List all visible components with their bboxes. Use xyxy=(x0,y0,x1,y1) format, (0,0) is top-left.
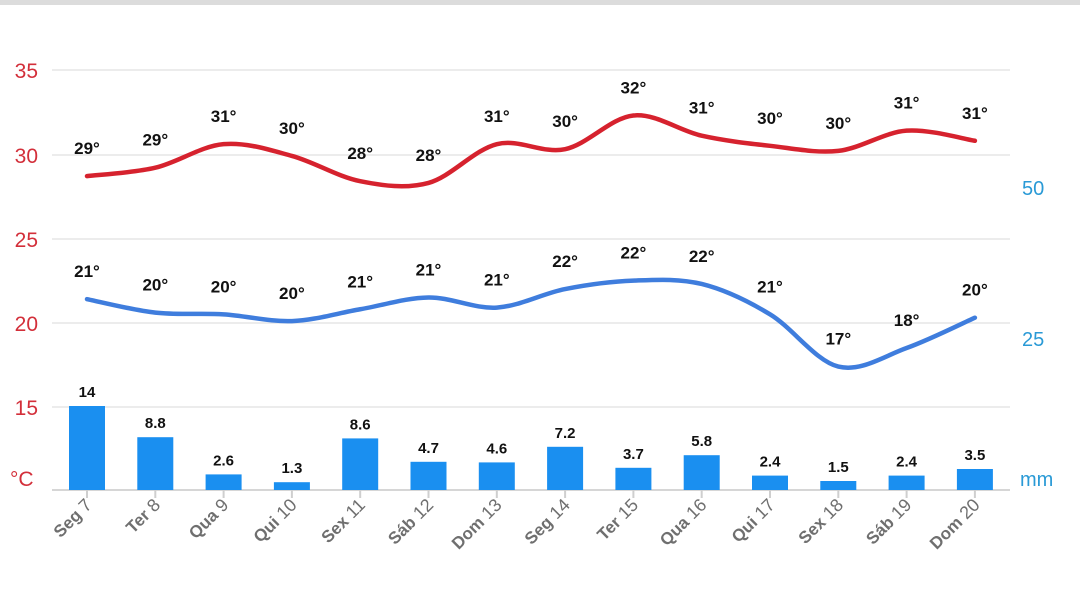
left-tick-label: 15 xyxy=(15,397,38,420)
min-temp-label: 21° xyxy=(757,277,783,296)
min-temp-label: 22° xyxy=(621,244,647,263)
precip-label: 4.6 xyxy=(486,440,507,457)
data-labels: 14 8.8 2.6 1.3 8.6 4.7 4.6 7.2 3.7 5.8 2.4 1.5 2.4 3.… xyxy=(74,78,988,477)
max-temp-label: 30° xyxy=(757,109,783,128)
max-temp-label: 31° xyxy=(962,104,988,123)
left-tick-label: 30 xyxy=(15,145,38,168)
precip-label: 2.4 xyxy=(760,454,782,471)
right-axis: 50 25 mm xyxy=(1020,178,1053,491)
precip-bar xyxy=(137,437,174,490)
x-category-label: Sáb 19 xyxy=(862,495,916,549)
min-temp-label: 21° xyxy=(416,260,442,279)
precip-label: 2.4 xyxy=(896,454,918,471)
precip-bar xyxy=(615,467,652,490)
right-axis-unit: mm xyxy=(1020,469,1053,491)
precip-label: 3.7 xyxy=(623,446,644,463)
precip-bar xyxy=(69,406,105,490)
min-temp-label: 17° xyxy=(825,330,851,349)
x-category-label: Ter 8 xyxy=(122,495,164,537)
left-axis: 35 30 25 20 15 °C xyxy=(10,60,38,491)
min-temp-label: 22° xyxy=(689,247,715,266)
precip-bar xyxy=(205,474,242,490)
x-category-label: Dom 20 xyxy=(925,495,983,553)
x-category-label: Qui 17 xyxy=(727,495,779,547)
precip-bar xyxy=(752,475,788,490)
x-category-label: Qua 9 xyxy=(184,495,232,543)
left-tick-label: 35 xyxy=(15,60,38,83)
precip-label: 3.5 xyxy=(964,447,985,464)
x-category-label: Qua 16 xyxy=(655,495,710,550)
precip-label: 8.6 xyxy=(350,416,371,433)
max-temp-label: 32° xyxy=(621,78,647,97)
max-temp-label: 30° xyxy=(279,119,305,138)
x-category-label: Dom 13 xyxy=(447,495,505,553)
precip-label: 7.2 xyxy=(555,425,576,442)
precip-bar xyxy=(273,482,310,490)
max-temp-label: 29° xyxy=(142,131,168,150)
precip-bar xyxy=(683,455,720,490)
left-tick-label: 20 xyxy=(15,313,38,336)
max-temp-label: 31° xyxy=(211,107,237,126)
min-temp-label: 21° xyxy=(347,272,373,291)
max-temp-label: 28° xyxy=(416,146,442,165)
precipitation-bars xyxy=(69,406,993,490)
precip-bar xyxy=(956,469,993,490)
left-tick-label: 25 xyxy=(15,229,38,252)
x-category-label: Sex 18 xyxy=(794,495,847,548)
precip-label: 5.8 xyxy=(691,433,712,450)
max-temp-label: 30° xyxy=(825,114,851,133)
right-tick-label: 25 xyxy=(1022,329,1044,351)
x-category-label: Ter 15 xyxy=(593,495,642,544)
min-temp-label: 21° xyxy=(484,271,510,290)
left-axis-unit: °C xyxy=(10,468,34,491)
min-temp-label: 20° xyxy=(211,277,237,296)
min-temp-label: 20° xyxy=(279,284,305,303)
precip-label: 1.3 xyxy=(281,460,302,477)
min-temp-label: 21° xyxy=(74,262,100,281)
grid-lines xyxy=(52,69,1010,491)
precip-bar xyxy=(547,446,584,490)
min-temp-label: 20° xyxy=(142,276,168,295)
precip-label: 1.5 xyxy=(828,459,849,476)
x-category-label: Seg 7 xyxy=(49,495,96,542)
precip-bar xyxy=(820,481,857,490)
x-category-label: Sex 11 xyxy=(317,495,369,547)
max-temp-label: 31° xyxy=(894,94,920,113)
precip-label: 14 xyxy=(79,384,96,401)
max-temp-label: 29° xyxy=(74,139,100,158)
max-temp-label: 31° xyxy=(689,99,715,118)
min-temp-line xyxy=(84,277,978,370)
min-temp-label: 18° xyxy=(894,311,920,330)
min-temp-label: 22° xyxy=(552,252,578,271)
precip-bar xyxy=(342,438,379,490)
precip-bar xyxy=(478,462,515,490)
precip-bar xyxy=(888,475,925,490)
precip-label: 4.7 xyxy=(418,440,439,457)
max-temp-label: 31° xyxy=(484,107,510,126)
top-divider xyxy=(0,0,1080,5)
precip-bar xyxy=(410,461,447,490)
max-temp-label: 30° xyxy=(552,112,578,131)
right-tick-label: 50 xyxy=(1022,178,1044,200)
max-temp-label: 28° xyxy=(347,144,373,163)
min-temp-label: 20° xyxy=(962,281,988,300)
precip-label: 2.6 xyxy=(213,452,234,469)
x-category-label: Sáb 12 xyxy=(384,495,438,549)
x-category-label: Seg 14 xyxy=(520,495,574,549)
temperature-lines xyxy=(84,113,978,370)
max-temp-line xyxy=(84,113,978,189)
precip-label: 8.8 xyxy=(145,415,166,432)
x-category-label: Qui 10 xyxy=(249,495,301,547)
